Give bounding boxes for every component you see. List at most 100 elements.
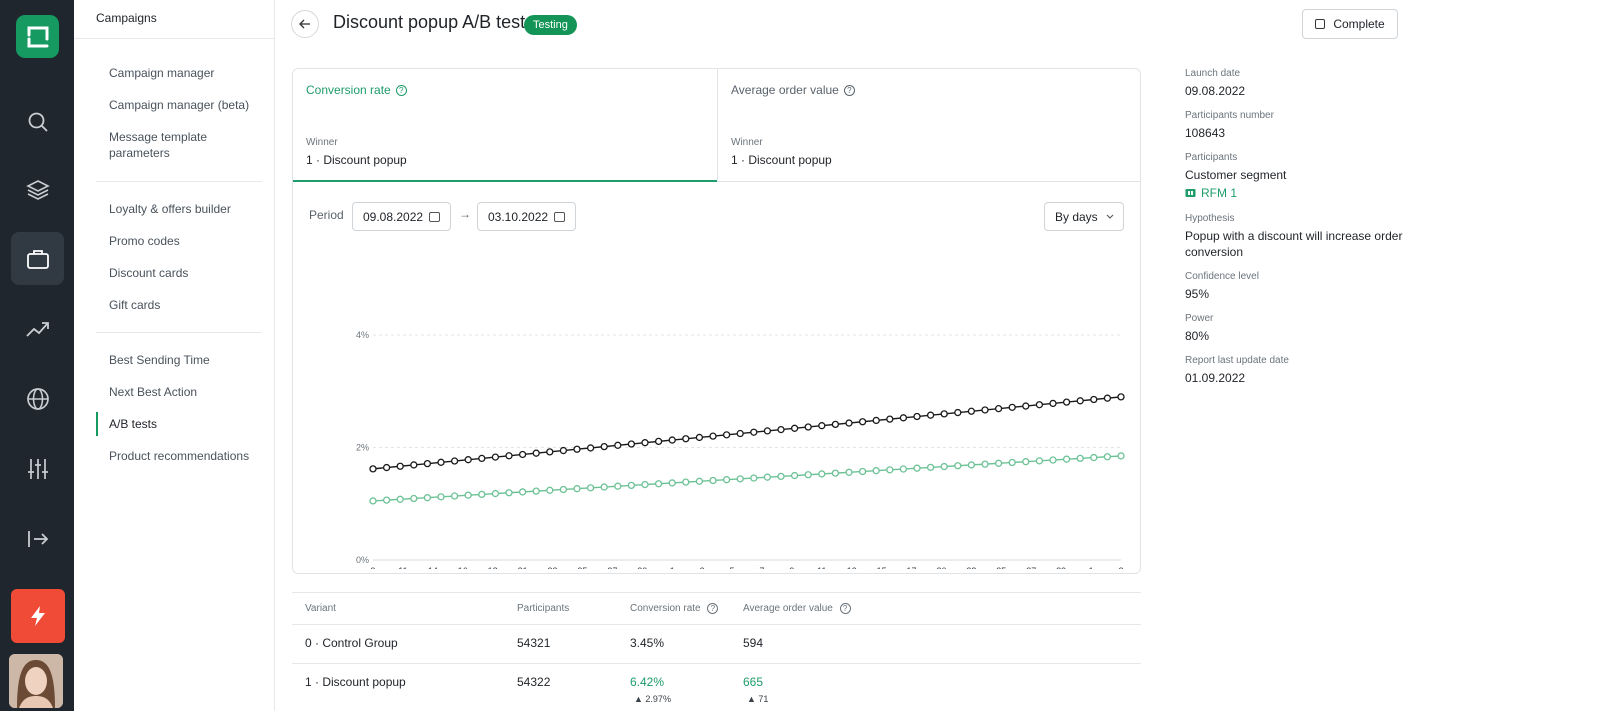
- complete-button[interactable]: Complete: [1302, 9, 1398, 39]
- help-icon[interactable]: ?: [707, 603, 719, 614]
- data-point: [654, 480, 663, 488]
- data-point: [709, 432, 717, 440]
- date-from-value: 09.08.2022: [363, 209, 424, 224]
- data-point: [736, 475, 744, 483]
- back-button[interactable]: [291, 10, 319, 38]
- x-tick-day: 22: [966, 566, 976, 569]
- aov-cell: 594: [743, 636, 764, 650]
- x-tick-day: 3: [1118, 566, 1123, 569]
- logout-icon[interactable]: [11, 512, 64, 565]
- data-point: [573, 485, 581, 493]
- submenu-item-campaign-manager[interactable]: Campaign manager: [109, 66, 215, 80]
- data-point: [804, 423, 812, 431]
- x-tick-day: 3: [700, 566, 705, 569]
- variant-cell: 1 · Discount popup: [305, 675, 406, 689]
- submenu-item-campaign-manager-beta[interactable]: Campaign manager (beta): [109, 98, 250, 112]
- help-icon[interactable]: ?: [395, 84, 407, 96]
- data-point: [818, 470, 826, 478]
- data-point: [913, 412, 921, 421]
- data-point: [940, 410, 948, 418]
- data-point: [886, 415, 894, 423]
- submenu-item-discount-cards[interactable]: Discount cards: [109, 266, 189, 280]
- data-point: [831, 420, 840, 429]
- x-tick-day: 17: [907, 566, 917, 569]
- x-tick-day: 7: [759, 566, 764, 569]
- segment-icon: [1185, 189, 1196, 197]
- submenu-divider: [74, 38, 274, 39]
- data-point: [981, 406, 989, 414]
- tab-average-order-value[interactable]: Average order value ? Winner 1 · Discoun…: [717, 69, 1141, 182]
- data-point: [464, 491, 472, 499]
- table-row[interactable]: 0 · Control Group 54321 3.45% 594: [292, 625, 1141, 664]
- data-point: [518, 488, 527, 496]
- data-point: [369, 497, 377, 505]
- confidence-label: Confidence level: [1185, 271, 1259, 282]
- submenu-item-best-sending-time[interactable]: Best Sending Time: [109, 353, 210, 367]
- submenu-item-gift-cards[interactable]: Gift cards: [109, 298, 161, 312]
- avatar[interactable]: [9, 654, 63, 708]
- table-row[interactable]: 1 · Discount popup 54322 6.42% ▲ 2.97% 6…: [292, 664, 1141, 711]
- segment-link[interactable]: RFM 1: [1185, 186, 1237, 200]
- submenu-item-product-recommendations[interactable]: Product recommendations: [109, 449, 250, 463]
- data-point: [940, 462, 948, 471]
- briefcase-icon[interactable]: [11, 232, 64, 285]
- data-point: [450, 457, 459, 465]
- x-tick-day: 14: [428, 566, 438, 569]
- data-point: [695, 433, 704, 442]
- page-title: Discount popup A/B test: [333, 12, 526, 32]
- globe-icon[interactable]: [11, 372, 64, 425]
- data-point: [1076, 397, 1084, 405]
- trending-up-icon[interactable]: [11, 302, 64, 355]
- data-point: [546, 486, 554, 494]
- stop-icon: [1315, 19, 1326, 29]
- column-aov-label: Average order value: [743, 603, 833, 614]
- data-point: [1090, 395, 1098, 404]
- sliders-icon[interactable]: [11, 442, 64, 495]
- column-participants: Participants: [517, 603, 570, 614]
- layers-icon[interactable]: [11, 163, 64, 216]
- data-point: [573, 445, 581, 453]
- data-point: [682, 435, 690, 443]
- data-point: [899, 465, 908, 473]
- data-point: [396, 462, 404, 470]
- participants-cell: 54321: [517, 636, 551, 650]
- data-point: [382, 496, 391, 504]
- conversion-rate-label: Conversion rate ?: [306, 83, 407, 97]
- data-point: [804, 471, 812, 479]
- data-point: [410, 494, 418, 503]
- confidence-value: 95%: [1185, 287, 1210, 301]
- conversion-chart: 0%2%4%9Tu11Th14Su16Tu18Th21Su23Tu25Th27S…: [356, 330, 1125, 569]
- data-point: [1117, 452, 1125, 460]
- data-point: [478, 454, 486, 463]
- power-value: 80%: [1185, 329, 1210, 343]
- data-point: [1035, 457, 1044, 465]
- y-tick-label: 2%: [356, 443, 369, 453]
- help-icon[interactable]: ?: [843, 84, 855, 96]
- granularity-select[interactable]: By days: [1044, 202, 1124, 231]
- date-from-input[interactable]: 09.08.2022: [352, 202, 451, 231]
- column-conversion-rate: Conversion rate ?: [630, 603, 719, 614]
- winner-label: Winner: [306, 137, 338, 148]
- date-to-input[interactable]: 03.10.2022: [477, 202, 576, 231]
- submenu-item-ab-tests[interactable]: A/B tests: [109, 417, 158, 431]
- submenu-item-promo-codes[interactable]: Promo codes: [109, 234, 180, 248]
- submenu-item-next-best-action[interactable]: Next Best Action: [109, 385, 198, 399]
- submenu-item-message-template-parameters[interactable]: Message template parameters: [109, 130, 208, 160]
- data-point: [872, 467, 880, 475]
- data-point: [709, 476, 717, 485]
- logo-icon[interactable]: [16, 15, 59, 58]
- help-icon[interactable]: ?: [839, 603, 851, 614]
- submenu-item-loyalty-offers-builder[interactable]: Loyalty & offers builder: [109, 202, 231, 216]
- data-point: [668, 479, 676, 487]
- data-point: [1035, 401, 1044, 409]
- data-point: [967, 461, 976, 469]
- launch-date-value: 09.08.2022: [1185, 84, 1246, 98]
- data-point: [777, 425, 785, 434]
- x-tick-day: 29: [1056, 566, 1066, 569]
- tab-conversion-rate[interactable]: Conversion rate ? Winner 1 · Discount po…: [293, 69, 717, 182]
- bolt-icon[interactable]: [11, 589, 65, 643]
- data-point: [505, 452, 513, 460]
- search-icon[interactable]: [11, 95, 64, 148]
- x-tick-day: 27: [607, 566, 617, 569]
- data-point: [1076, 454, 1084, 463]
